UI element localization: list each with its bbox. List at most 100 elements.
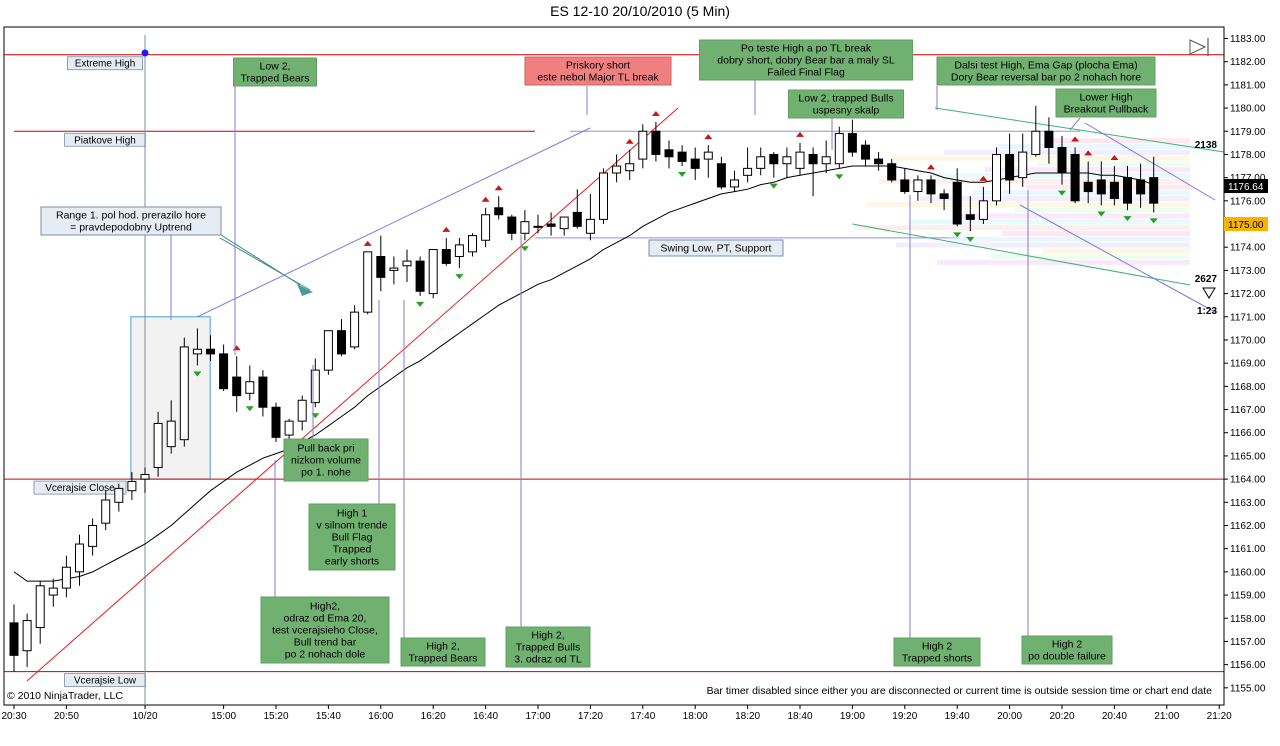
- candle: [834, 126, 844, 169]
- sell-signal-marker: [796, 131, 804, 137]
- annotation-text: v silnom trende: [316, 520, 387, 532]
- candle-body: [166, 420, 176, 448]
- bar-timer-message: Bar timer disabled since either you are …: [707, 685, 1213, 697]
- annotation-text: High 1: [337, 508, 368, 520]
- candle: [88, 518, 98, 556]
- candle: [782, 147, 792, 178]
- candle: [887, 159, 897, 183]
- price-tick-label: 1169.00: [1230, 359, 1266, 370]
- volume-profile-bar: [949, 236, 1190, 242]
- candle: [179, 337, 189, 447]
- sell-signal-marker: [1084, 150, 1093, 156]
- scroll-to-end-icon[interactable]: [1189, 38, 1209, 56]
- candle: [1149, 156, 1159, 213]
- volume-profile-layer: [855, 138, 1190, 265]
- candle: [481, 207, 491, 248]
- candle-body: [874, 158, 884, 165]
- sell-signal-marker: [1110, 155, 1119, 161]
- level-label-box: [33, 480, 127, 495]
- candle: [258, 370, 268, 417]
- price-tick-label: 1159.00: [1230, 591, 1266, 602]
- price-tick-label: 1182.00: [1230, 57, 1266, 68]
- candle-body: [75, 543, 84, 573]
- volume-profile-bar: [1002, 230, 1190, 236]
- candle: [612, 154, 622, 183]
- candle-body: [219, 353, 229, 390]
- annotation-text: Bull Flag: [332, 532, 373, 544]
- time-tick-label: 20:50: [54, 711, 79, 722]
- sell-signal-marker: [979, 175, 988, 181]
- sell-signal-marker: [651, 110, 660, 116]
- time-tick-label: 17:20: [578, 711, 603, 722]
- candle: [468, 233, 477, 257]
- annotation-text: Low 2,: [260, 61, 291, 73]
- candle-body: [1083, 181, 1093, 193]
- annotation-background: [1055, 88, 1157, 118]
- level-label: Vcerajsie Close: [45, 483, 115, 494]
- current-price-label: 1176.64: [1228, 182, 1264, 193]
- candle-body: [88, 524, 98, 547]
- candle-body: [913, 179, 923, 193]
- candle: [232, 356, 242, 412]
- annotation-text: po 1. nohe: [301, 467, 351, 479]
- price-tick-label: 1155.00: [1230, 683, 1266, 694]
- candle-body: [782, 156, 792, 165]
- annotation-background: [788, 89, 904, 119]
- annotation-background: [40, 206, 222, 236]
- annotation-text: uspesny skalp: [813, 105, 880, 117]
- candle-body: [350, 311, 360, 348]
- candle-body: [743, 167, 753, 176]
- candle-body: [638, 130, 648, 160]
- candle-body: [861, 144, 870, 160]
- annotation-box: Dalsi test High, Ema Gap (plocha Ema)Dor…: [936, 56, 1156, 86]
- candle: [716, 156, 726, 190]
- buy-signal-marker: [1097, 211, 1106, 217]
- volume-profile-bar: [1038, 161, 1190, 167]
- trendline: [197, 127, 591, 318]
- price-tick-label: 1161.00: [1230, 544, 1266, 555]
- buy-signal-marker: [193, 371, 202, 377]
- candle: [75, 534, 84, 586]
- candle: [1044, 117, 1054, 164]
- candle: [494, 196, 504, 220]
- down-arrow-icon: [1202, 287, 1216, 299]
- annotation-text: Swing Low, PT, Support: [661, 243, 772, 255]
- time-tick-label: 21:00: [1154, 711, 1179, 722]
- price-tick-label: 1166.00: [1230, 428, 1266, 439]
- level-price-label: 1175.00: [1228, 220, 1264, 231]
- volume-count-top: 2138: [1195, 140, 1218, 151]
- candle: [1005, 133, 1015, 194]
- candle: [153, 411, 163, 477]
- volume-profile-bar: [973, 190, 1190, 196]
- time-tick-label: 18:40: [787, 711, 812, 722]
- sell-signal-marker: [442, 226, 451, 232]
- time-tick-label: 19:20: [892, 711, 917, 722]
- candle-body: [428, 249, 438, 295]
- price-tick-label: 1177.00: [1230, 173, 1266, 184]
- candle: [730, 170, 739, 192]
- candle-body: [730, 179, 739, 188]
- time-tick-label: 20:00: [997, 711, 1022, 722]
- annotation-box: High 2,Trapped Bears: [400, 637, 486, 667]
- volume-profile-bar: [891, 155, 1190, 161]
- candle: [428, 249, 438, 299]
- candle-body: [546, 223, 556, 227]
- trendline: [26, 107, 679, 682]
- candle: [1018, 133, 1028, 187]
- candle-body: [481, 214, 491, 241]
- annotation-background: [283, 438, 369, 482]
- candle: [415, 256, 425, 296]
- buy-signal-marker: [1149, 218, 1158, 224]
- candle: [821, 140, 831, 174]
- candle-body: [847, 133, 857, 153]
- price-tick-label: 1156.00: [1230, 660, 1266, 671]
- annotation-box: Swing Low, PT, Support: [648, 239, 784, 257]
- price-tick-label: 1172.00: [1230, 289, 1266, 300]
- annotation-background: [260, 596, 390, 664]
- annotation-text: odraz od Ema 20,: [284, 613, 367, 625]
